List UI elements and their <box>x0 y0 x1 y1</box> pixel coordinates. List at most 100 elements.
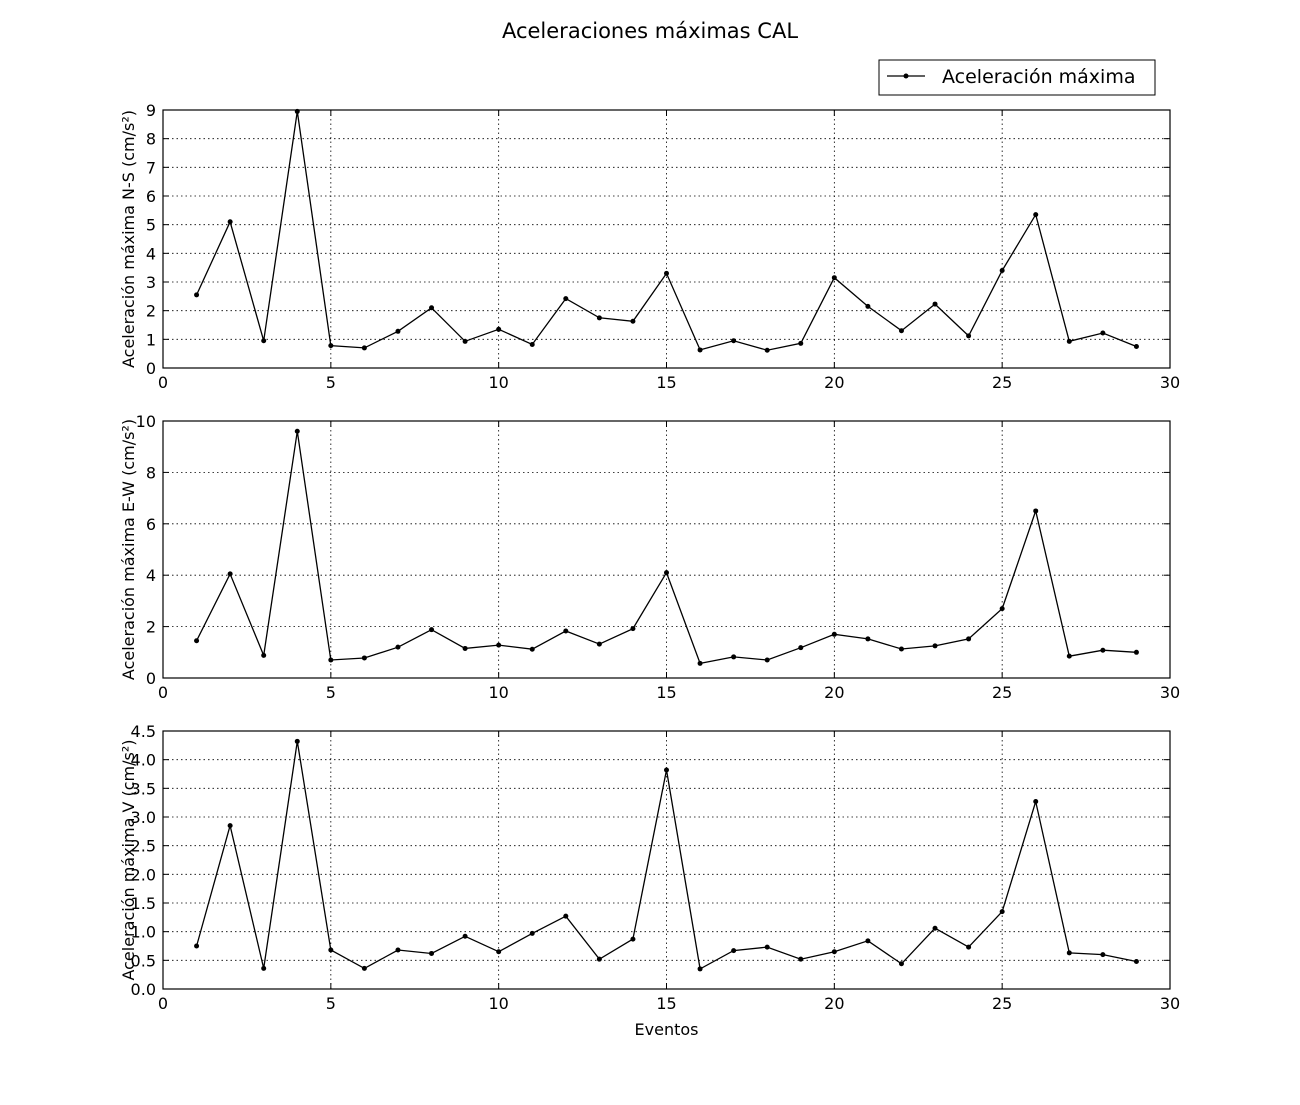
data-point <box>194 292 200 298</box>
y-tick-label: 6 <box>146 515 156 534</box>
data-point <box>764 657 770 663</box>
data-point <box>697 347 703 353</box>
data-point <box>865 303 871 309</box>
data-point <box>630 626 636 632</box>
data-point <box>261 338 267 344</box>
data-point <box>1033 212 1039 218</box>
data-point <box>395 644 401 650</box>
x-tick-label: 30 <box>1160 683 1180 702</box>
data-point <box>999 909 1005 915</box>
legend: Aceleración máxima <box>878 59 1156 96</box>
data-point <box>1033 799 1039 805</box>
y-tick-label: 8 <box>146 130 156 149</box>
y-tick-label: 4 <box>146 244 156 263</box>
subplot-3: 0 5 10 15 20 25 30 0.0 0.5 1.0 1.5 2.0 2.5 3.0 3.5 4.0 4… <box>119 722 1180 1013</box>
data-point <box>932 643 938 649</box>
y-tick-label: 2.5 <box>131 837 156 856</box>
data-point <box>831 275 837 281</box>
data-point <box>898 646 904 652</box>
data-point <box>865 636 871 642</box>
data-point <box>731 654 737 660</box>
data-point <box>697 660 703 666</box>
y-tick-label: 0.0 <box>131 980 156 999</box>
data-point <box>764 347 770 353</box>
y-tick-label: 9 <box>146 101 156 120</box>
data-point <box>1033 508 1039 514</box>
x-tick-label: 25 <box>992 373 1012 392</box>
x-tick-label: 20 <box>824 373 844 392</box>
y-tick-label: 1 <box>146 330 156 349</box>
data-point <box>731 338 737 344</box>
y-tick-label: 3.5 <box>131 779 156 798</box>
data-point <box>1066 338 1072 344</box>
data-point <box>563 296 569 302</box>
y-tick-label: 1.5 <box>131 894 156 913</box>
y-tick-label: 2.0 <box>131 865 156 884</box>
data-point <box>1100 330 1106 336</box>
data-point <box>999 268 1005 274</box>
data-point <box>731 948 737 954</box>
x-tick-label: 10 <box>488 683 508 702</box>
y-tick-label: 0 <box>146 359 156 378</box>
data-point <box>932 925 938 931</box>
legend-marker <box>903 73 909 79</box>
x-tick-label: 5 <box>326 373 336 392</box>
data-point <box>932 301 938 307</box>
data-point <box>462 338 468 344</box>
data-point <box>898 961 904 967</box>
y-axis-label: Aceleración máxima E-W (cm/s²) <box>119 419 138 680</box>
y-tick-label: 7 <box>146 158 156 177</box>
data-point <box>462 645 468 651</box>
x-tick-label: 25 <box>992 683 1012 702</box>
data-point <box>227 219 233 225</box>
data-point <box>1133 649 1139 655</box>
data-point <box>328 657 334 663</box>
legend-box <box>878 59 1156 96</box>
x-tick-label: 10 <box>488 994 508 1013</box>
x-tick-label: 30 <box>1160 373 1180 392</box>
legend-label: Aceleración máxima <box>942 66 1135 88</box>
data-point <box>462 933 468 939</box>
data-point <box>496 949 502 955</box>
y-axis-label: Aceleración máxima N-S (cm/s²) <box>119 110 138 368</box>
x-tick-label: 15 <box>656 994 676 1013</box>
y-axis-label: Aceleración máxima V (cm/s²) <box>119 739 138 980</box>
data-point <box>664 767 669 773</box>
x-tick-label: 0 <box>158 373 168 392</box>
x-tick-label: 0 <box>158 683 168 702</box>
x-tick-label: 25 <box>992 994 1012 1013</box>
data-point <box>1133 344 1139 349</box>
data-point <box>529 930 535 936</box>
y-tick-label: 3 <box>146 273 156 292</box>
x-tick-label: 10 <box>488 373 508 392</box>
data-point <box>529 341 535 347</box>
y-tick-label: 8 <box>146 463 156 482</box>
data-point <box>798 645 804 651</box>
data-point <box>596 956 602 962</box>
y-tick-label: 0 <box>146 669 156 688</box>
data-point <box>429 950 435 956</box>
data-point <box>227 823 233 829</box>
y-tick-label: 4 <box>146 566 156 585</box>
x-tick-label: 5 <box>326 994 336 1013</box>
data-point <box>596 641 602 647</box>
data-point <box>798 340 804 346</box>
y-tick-label: 0.5 <box>131 951 156 970</box>
x-tick-label: 20 <box>824 683 844 702</box>
data-point <box>194 638 200 644</box>
x-axis-label: Eventos <box>635 1020 699 1039</box>
data-point <box>395 947 401 953</box>
data-point <box>496 326 502 332</box>
data-point <box>1066 950 1072 956</box>
data-point <box>1133 958 1139 964</box>
y-tick-label: 1.0 <box>131 923 156 942</box>
data-point <box>798 956 804 962</box>
data-point <box>697 966 703 972</box>
subplot-1: 0 5 10 15 20 25 30 0 1 2 3 4 5 6 7 8 9 Aceleración máxima… <box>119 101 1180 392</box>
y-tick-label: 2 <box>146 302 156 321</box>
x-tick-label: 15 <box>656 683 676 702</box>
data-point <box>496 642 502 648</box>
